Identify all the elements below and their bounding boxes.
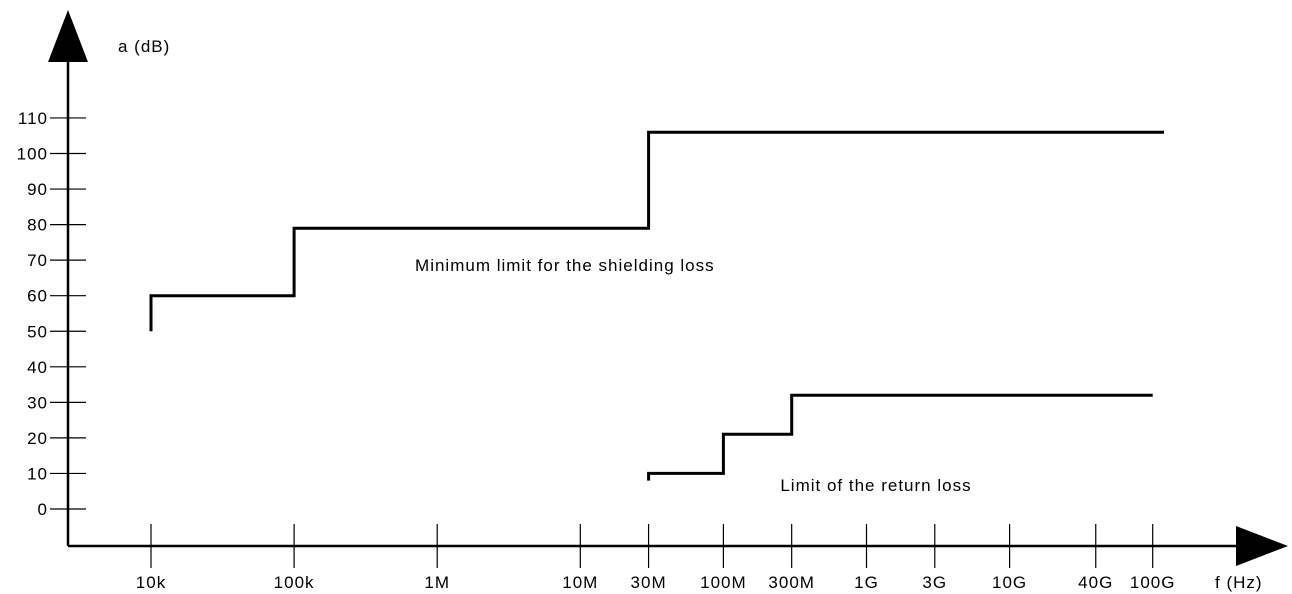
x-tick-label: 10G bbox=[992, 573, 1027, 592]
x-tick-label: 30M bbox=[631, 573, 667, 592]
x-tick-label: 10M bbox=[562, 573, 598, 592]
x-ticks: 10k 100k 1M 10M 30M 100M 300M 1G 3G 10G 40G 100G bbox=[136, 524, 1176, 592]
x-tick-label: 100M bbox=[700, 573, 747, 592]
y-tick-label: 70 bbox=[27, 251, 48, 270]
y-axis-arrow bbox=[48, 10, 88, 62]
series-line-1 bbox=[149, 130, 1164, 332]
x-tick-label: 10k bbox=[136, 573, 166, 592]
x-tick-label: 300M bbox=[768, 573, 815, 592]
y-tick-label: 40 bbox=[27, 358, 48, 377]
y-tick-label: 90 bbox=[27, 180, 48, 199]
series-line-2 bbox=[647, 393, 1153, 481]
y-tick-label: 80 bbox=[27, 216, 48, 235]
x-tick-label: 100k bbox=[274, 573, 315, 592]
axes: a (dB) f (Hz) bbox=[48, 10, 1288, 592]
series-annotation-1: Minimum limit for the shielding loss bbox=[415, 256, 715, 275]
x-axis-arrow bbox=[1236, 526, 1288, 566]
x-tick-label: 3G bbox=[922, 573, 947, 592]
y-tick-label: 110 bbox=[18, 109, 48, 128]
y-tick-label: 100 bbox=[17, 145, 48, 164]
x-tick-label: 40G bbox=[1078, 573, 1113, 592]
y-tick-label: 10 bbox=[27, 464, 48, 483]
y-axis-title: a (dB) bbox=[118, 37, 170, 56]
y-tick-label: 0 bbox=[38, 500, 48, 519]
series-group bbox=[149, 130, 1164, 481]
annotations: Minimum limit for the shielding loss Limi… bbox=[415, 256, 971, 495]
x-tick-label: 100G bbox=[1130, 573, 1176, 592]
x-axis-title: f (Hz) bbox=[1215, 573, 1263, 592]
series-annotation-2: Limit of the return loss bbox=[780, 476, 971, 495]
x-tick-label: 1G bbox=[854, 573, 879, 592]
y-tick-label: 50 bbox=[27, 322, 48, 341]
y-ticks: 0 10 20 30 40 50 60 70 80 90 100 110 bbox=[17, 109, 86, 519]
y-tick-label: 30 bbox=[27, 393, 48, 412]
y-tick-label: 60 bbox=[27, 287, 48, 306]
y-tick-label: 20 bbox=[27, 429, 48, 448]
x-tick-label: 1M bbox=[424, 573, 450, 592]
